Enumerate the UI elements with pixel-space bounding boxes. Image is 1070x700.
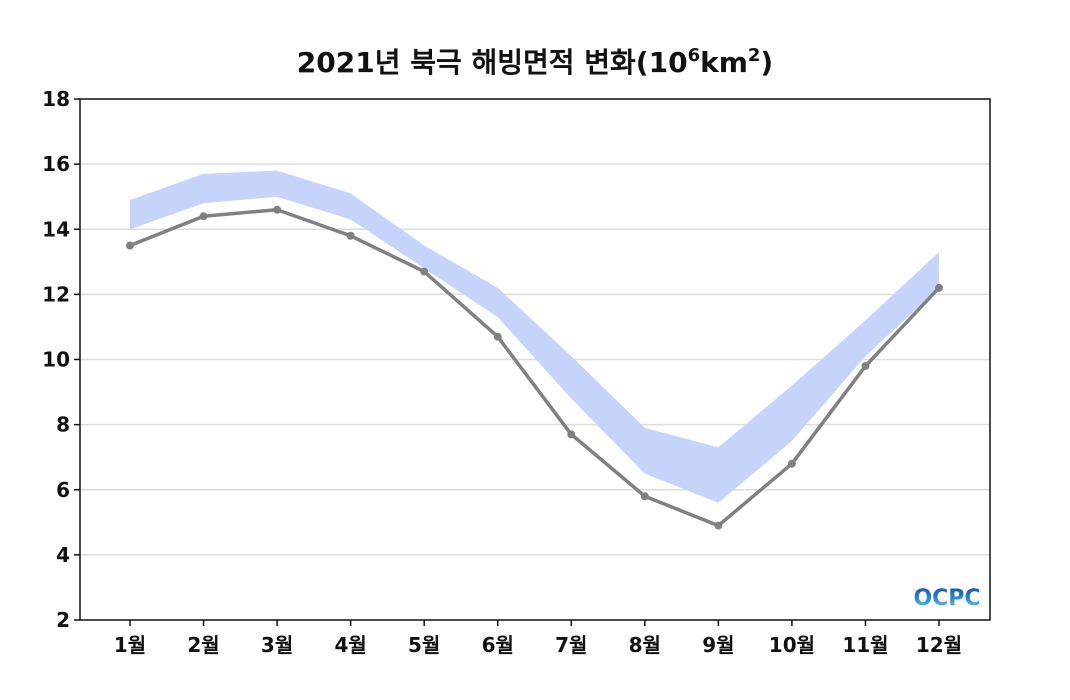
ocpc-logo: OCPC: [913, 586, 980, 611]
data-point: [126, 241, 134, 250]
x-tick-label: 10월: [769, 633, 815, 657]
data-point: [640, 492, 649, 501]
data-point: [714, 521, 723, 530]
y-tick-label: 8: [56, 413, 70, 437]
y-tick-label: 14: [42, 217, 70, 241]
y-tick-label: 10: [42, 348, 70, 372]
y-tick-label: 4: [56, 543, 70, 567]
x-tick-label: 7월: [555, 633, 587, 657]
x-tick-label: 5월: [408, 633, 440, 657]
x-tick-label: 3월: [261, 633, 293, 657]
data-point: [861, 362, 870, 371]
data-point: [420, 267, 429, 276]
chart-title: 2021년 북극 해빙면적 변화(106km2): [297, 45, 773, 79]
y-tick-label: 16: [42, 152, 70, 176]
x-tick-label: 8월: [629, 633, 661, 657]
y-axis: 2 4 6 8 10 12 14 16 18: [42, 87, 80, 632]
x-axis: 1월 2월 3월 4월 5월 6월 7월 8월 9월 10월 11월 12월: [114, 620, 962, 657]
y-tick-label: 6: [56, 478, 70, 502]
range-band: [130, 170, 939, 503]
x-tick-label: 4월: [334, 633, 366, 657]
data-point: [493, 332, 502, 341]
y-tick-label: 18: [42, 87, 70, 111]
y-tick-label: 12: [42, 282, 70, 306]
x-tick-label: 6월: [482, 633, 514, 657]
y-tick-label: 2: [56, 608, 70, 632]
x-tick-label: 12월: [916, 633, 962, 657]
data-point: [346, 231, 355, 240]
series-path: [129, 207, 941, 528]
data-point: [787, 459, 796, 468]
x-tick-label: 1월: [114, 633, 146, 657]
x-tick-label: 9월: [702, 633, 734, 657]
data-point: [273, 205, 282, 214]
svg-text:OCPC: OCPC: [913, 586, 980, 611]
data-point: [935, 283, 943, 292]
x-tick-label: 2월: [187, 633, 219, 657]
data-point: [199, 212, 208, 221]
gridlines: [80, 163, 990, 556]
x-tick-label: 11월: [842, 633, 888, 657]
data-point: [567, 430, 576, 439]
series-line: [126, 205, 943, 530]
plot-frame: [79, 98, 991, 621]
